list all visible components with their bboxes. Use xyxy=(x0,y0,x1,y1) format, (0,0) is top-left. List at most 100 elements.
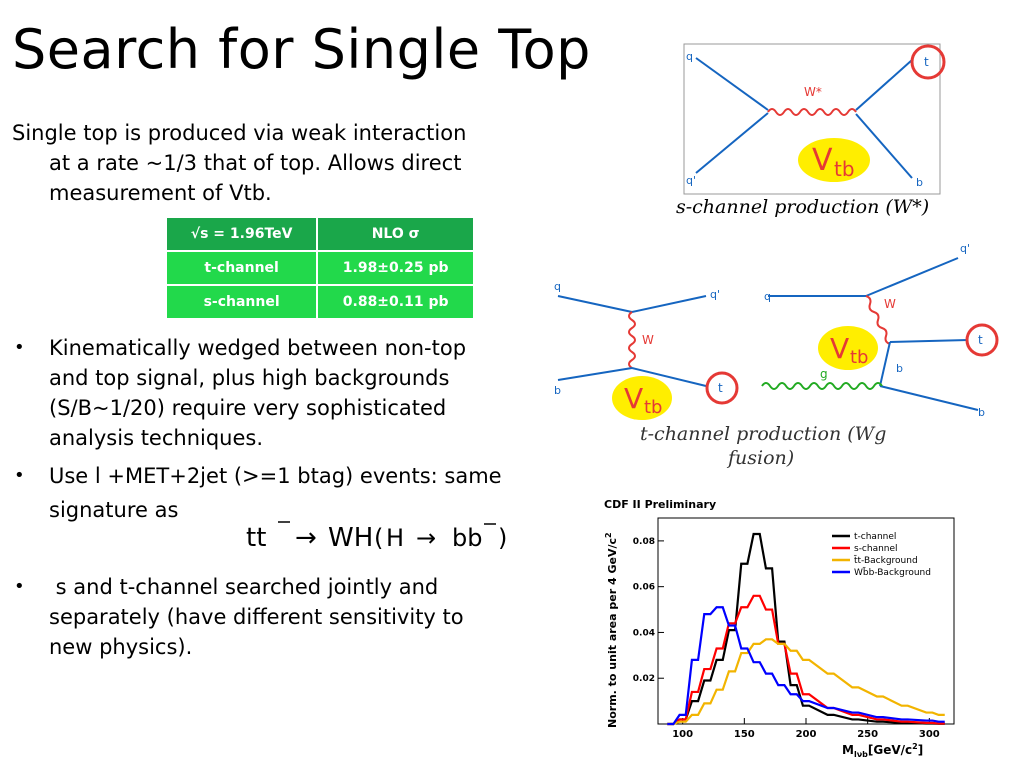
formula-arrow: → xyxy=(295,523,317,553)
bullet-line: analysis techniques. xyxy=(49,426,264,450)
table-row: s-channel 0.88±0.11 pb xyxy=(164,284,475,320)
s-channel-diagram: q q' W* b t V tb xyxy=(683,43,946,195)
series-line xyxy=(667,594,945,726)
label-w: W* xyxy=(804,85,822,99)
bullet-symbol: • xyxy=(14,576,25,597)
table-header-row: √s = 1.96TeV NLO σ xyxy=(164,216,475,252)
intro-line: at a rate ~1/3 that of top. Allows direc… xyxy=(49,151,462,175)
w-boson-line xyxy=(865,295,891,345)
table-header-cell: √s = 1.96TeV xyxy=(164,216,319,252)
bullet-line: Kinematically wedged between non-top xyxy=(49,336,467,360)
top-circle xyxy=(965,323,999,357)
label-t: t xyxy=(978,333,983,347)
x-tick-label: 150 xyxy=(734,729,755,740)
x-axis-label: Mlνb[GeV/c2] xyxy=(842,742,923,759)
x-axis-label-sub: lνb xyxy=(854,750,868,759)
vtb-subscript: tb xyxy=(644,397,662,418)
bullet-symbol: • xyxy=(14,337,25,358)
y-tick-label: 0.06 xyxy=(633,583,655,593)
bullet-line: signature as xyxy=(49,498,179,522)
intro-line: measurement of Vtb. xyxy=(49,181,272,205)
label-qprime: q' xyxy=(710,288,720,301)
table-cell: 1.98±0.25 pb xyxy=(316,250,475,286)
vtb-subscript: tb xyxy=(834,157,855,181)
quark-line xyxy=(631,295,707,313)
x-tick-label: 200 xyxy=(796,729,817,740)
label-q: q xyxy=(686,50,693,63)
x-axis-label-main: M xyxy=(842,743,854,757)
w-boson-line xyxy=(628,311,636,369)
bullet-line: Use l +MET+2jet (>=1 btag) events: same xyxy=(49,464,502,488)
label-t: t xyxy=(718,381,723,395)
legend-label: t-channel xyxy=(854,532,896,542)
vtb-subscript: tb xyxy=(850,347,868,368)
y-tick-label: 0.08 xyxy=(633,537,655,547)
label-w: W xyxy=(642,333,654,347)
y-axis-label-group: Norm. to unit area per 4 GeV/c2 xyxy=(604,532,619,728)
bottom-line xyxy=(855,113,913,179)
top-circle xyxy=(910,44,946,80)
bullet-item: • Use l +MET+2jet (>=1 btag) events: sam… xyxy=(12,461,537,525)
formula: tt → WH ( H → bb ) xyxy=(246,521,507,553)
t-channel-diagram: q q' W b t V tb q q' W g b b t V tb t-ch… xyxy=(548,238,1000,474)
y-tick-label: 0.04 xyxy=(633,628,655,638)
x-axis-label-unit-sup: 2 xyxy=(912,742,918,751)
y-axis-label: Norm. to unit area per 4 GeV/c2 xyxy=(604,532,619,728)
series-line xyxy=(667,606,945,726)
top-line xyxy=(855,59,913,111)
legend-label: t̄t-Background xyxy=(853,554,917,566)
vtb-label: V xyxy=(812,143,833,178)
x-tick-label: 300 xyxy=(919,729,940,740)
label-b: b xyxy=(896,362,903,375)
s-channel-caption: s-channel production (W*) xyxy=(676,196,930,218)
series-line xyxy=(667,638,945,726)
top-circle xyxy=(705,371,739,405)
bbar-line xyxy=(879,385,979,411)
y-tick-label: 0.02 xyxy=(633,674,655,684)
bullet-symbol: • xyxy=(14,465,25,486)
x-tick-label: 250 xyxy=(857,729,878,740)
formula-tt: tt xyxy=(246,523,266,553)
label-t: t xyxy=(924,55,929,69)
bullet-list: • Use l +MET+2jet (>=1 btag) events: sam… xyxy=(12,461,537,525)
label-b: b xyxy=(978,406,985,419)
w-boson-line xyxy=(767,108,857,116)
table-row: t-channel 1.98±0.25 pb xyxy=(164,250,475,286)
formula-paren: ( xyxy=(374,524,383,552)
bullet-line: separately (have different sensitivity t… xyxy=(49,605,464,629)
legend-label: s-channel xyxy=(854,544,898,554)
x-axis-label-unit-end: ] xyxy=(918,743,923,757)
x-axis-label-unit: [GeV/c xyxy=(868,743,912,757)
gluon-line xyxy=(761,382,883,390)
bullet-list: • Kinematically wedged between non-top a… xyxy=(12,333,537,453)
quark-line xyxy=(557,295,633,313)
y-axis-label-sup: 2 xyxy=(604,532,613,538)
page-title: Search for Single Top xyxy=(12,18,591,81)
bullet-line: and top signal, plus high backgrounds xyxy=(49,366,450,390)
intro-text: Single top is produced via weak interact… xyxy=(12,118,532,208)
chart-title: CDF II Preliminary xyxy=(604,498,716,511)
x-tick-label: 100 xyxy=(672,729,693,740)
vtb-label: V xyxy=(830,332,849,365)
mass-distribution-chart: CDF II Preliminary Norm. to unit area pe… xyxy=(604,498,955,759)
intro-line: Single top is produced via weak interact… xyxy=(12,121,467,145)
b-line xyxy=(879,341,891,387)
table-header-cell: NLO σ xyxy=(316,216,475,252)
label-b: b xyxy=(554,384,561,397)
label-q: q xyxy=(764,290,771,303)
bullet-item: • s and t-channel searched jointly and s… xyxy=(12,572,537,662)
formula-paren: ) xyxy=(498,524,507,552)
table-cell: s-channel xyxy=(164,284,319,320)
vtb-highlight xyxy=(798,138,870,182)
table-cell: t-channel xyxy=(164,250,319,286)
table-cell: 0.88±0.11 pb xyxy=(316,284,475,320)
label-qprime: q' xyxy=(960,242,970,255)
label-qbar: q' xyxy=(686,174,696,187)
legend-label: Wb̄b-Background xyxy=(854,566,931,578)
top-line xyxy=(889,339,969,343)
top-line xyxy=(631,367,707,387)
series-line xyxy=(667,532,945,726)
y-axis-label-text: Norm. to unit area per 4 GeV/c xyxy=(606,538,619,728)
formula-h: H xyxy=(386,524,404,552)
formula-arrow: → xyxy=(416,524,436,552)
